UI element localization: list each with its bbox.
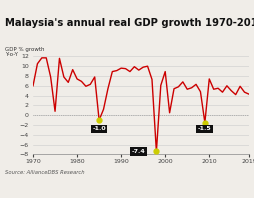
Text: Source: AllianceDBS Research: Source: AllianceDBS Research	[5, 170, 85, 175]
Text: Y-o-Y: Y-o-Y	[5, 52, 18, 57]
Text: -1.0: -1.0	[92, 127, 106, 131]
Text: -7.4: -7.4	[132, 149, 146, 154]
Text: GDP % growth: GDP % growth	[5, 47, 45, 51]
Text: -1.5: -1.5	[198, 127, 212, 131]
Text: Malaysia's annual real GDP growth 1970-2019: Malaysia's annual real GDP growth 1970-2…	[5, 18, 254, 28]
